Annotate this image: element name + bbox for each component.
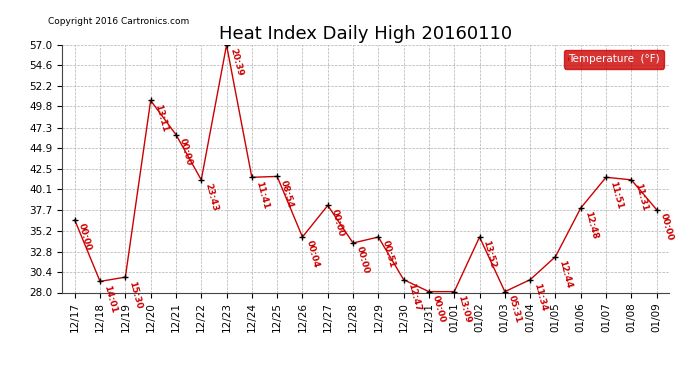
Text: 08:54: 08:54 — [279, 179, 295, 209]
Text: 13:52: 13:52 — [482, 240, 497, 270]
Text: 14:01: 14:01 — [102, 284, 118, 314]
Text: 11:51: 11:51 — [608, 180, 624, 210]
Text: 00:00: 00:00 — [659, 212, 675, 242]
Text: 13:11: 13:11 — [152, 103, 169, 133]
Text: 00:51: 00:51 — [380, 240, 397, 269]
Text: 00:00: 00:00 — [77, 222, 92, 252]
Legend: Temperature  (°F): Temperature (°F) — [564, 50, 664, 69]
Text: 12:47: 12:47 — [406, 282, 422, 312]
Text: Copyright 2016 Cartronics.com: Copyright 2016 Cartronics.com — [48, 17, 190, 26]
Text: 13:09: 13:09 — [456, 294, 473, 324]
Text: 15:30: 15:30 — [128, 280, 144, 309]
Text: 23:43: 23:43 — [204, 182, 219, 213]
Text: 00:00: 00:00 — [178, 137, 194, 166]
Text: 00:00: 00:00 — [431, 294, 447, 324]
Text: 00:00: 00:00 — [355, 246, 371, 275]
Text: 05:31: 05:31 — [507, 294, 523, 324]
Text: 11:41: 11:41 — [254, 180, 270, 210]
Text: 12:44: 12:44 — [558, 259, 573, 290]
Text: 12:48: 12:48 — [583, 211, 599, 241]
Text: 00:04: 00:04 — [304, 240, 321, 269]
Text: 11:31: 11:31 — [633, 182, 649, 212]
Text: 20:39: 20:39 — [228, 48, 245, 78]
Title: Heat Index Daily High 20160110: Heat Index Daily High 20160110 — [219, 26, 512, 44]
Text: 11:34: 11:34 — [532, 282, 549, 312]
Text: 00:00: 00:00 — [330, 208, 346, 237]
